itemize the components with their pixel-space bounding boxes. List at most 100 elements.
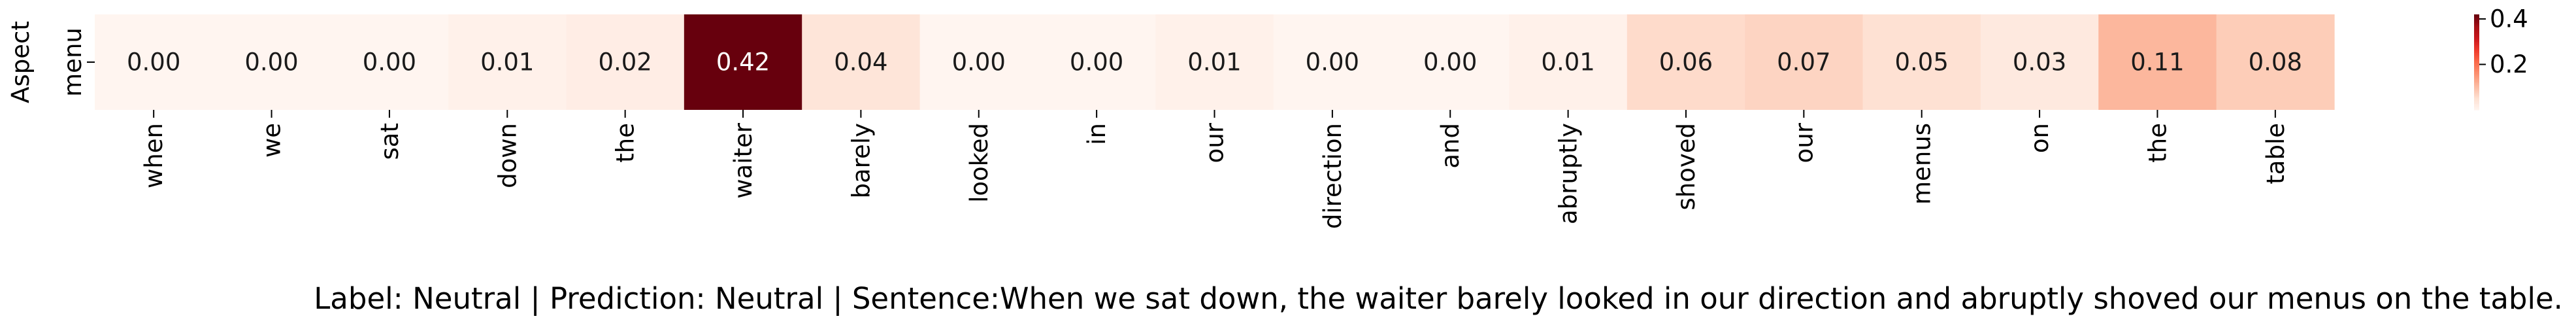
colorbar-segment <box>2474 27 2479 29</box>
colorbar-segment <box>2474 75 2479 77</box>
colorbar-segment <box>2474 92 2479 95</box>
colorbar-segment <box>2474 73 2479 76</box>
heatmap-cell <box>1391 14 1510 110</box>
x-tick-label: abruptly <box>1555 123 1583 224</box>
cell-value-label: 0.00 <box>363 48 416 77</box>
colorbar-segment <box>2474 17 2479 20</box>
colorbar-segment <box>2474 89 2479 92</box>
colorbar-segment <box>2474 44 2479 47</box>
colorbar-segment <box>2474 90 2479 93</box>
colorbar-segment <box>2474 71 2479 74</box>
colorbar-segment <box>2474 95 2479 98</box>
y-tick-label: menu <box>59 27 87 97</box>
colorbar-segment <box>2474 97 2479 99</box>
cell-value-label: 0.00 <box>952 48 1006 77</box>
heatmap-cell <box>1509 14 1628 110</box>
y-axis-label: Aspect <box>7 21 35 103</box>
colorbar-segment <box>2474 78 2479 80</box>
cell-value-label: 0.05 <box>1895 48 1949 77</box>
colorbar-segment <box>2474 38 2479 41</box>
heatmap-cell <box>1627 14 1745 110</box>
cell-value-label: 0.03 <box>2013 48 2066 77</box>
colorbar-tick-label: 0.4 <box>2490 5 2528 33</box>
colorbar-segment <box>2474 76 2479 78</box>
colorbar-segment <box>2474 22 2479 25</box>
x-tick-label: when <box>140 123 168 188</box>
colorbar-segment <box>2474 26 2479 28</box>
heatmap-cell <box>1862 14 1981 110</box>
cell-value-label: 0.00 <box>127 48 180 77</box>
colorbar-segment <box>2474 31 2479 34</box>
cell-value-label: 0.00 <box>1070 48 1123 77</box>
colorbar-segment <box>2474 41 2479 44</box>
x-tick-label: the <box>612 123 640 163</box>
x-tick-label: table <box>2262 123 2290 184</box>
colorbar-segment <box>2474 70 2479 73</box>
colorbar-segment <box>2474 100 2479 103</box>
colorbar-segment <box>2474 46 2479 48</box>
cell-value-label: 0.11 <box>2130 48 2184 77</box>
x-tick-label: our <box>1201 122 1229 163</box>
heatmap-cell <box>1155 14 1274 110</box>
heatmap-cell <box>2098 14 2217 110</box>
colorbar-segment <box>2474 37 2479 39</box>
colorbar-segment <box>2474 107 2479 109</box>
heatmap-cell <box>95 14 213 110</box>
colorbar-segment <box>2474 52 2479 55</box>
cell-value-label: 0.06 <box>1659 48 1713 77</box>
colorbar-segment <box>2474 35 2479 37</box>
cell-value-label: 0.01 <box>1541 48 1594 77</box>
cell-value-label: 0.00 <box>244 48 298 77</box>
x-tick-label: waiter <box>729 122 757 198</box>
colorbar-segment <box>2474 28 2479 31</box>
cell-value-label: 0.00 <box>1423 48 1477 77</box>
cell-value-label: 0.01 <box>1187 48 1241 77</box>
heatmap-cell <box>1980 14 2099 110</box>
colorbar-segment <box>2474 82 2479 85</box>
colorbar-segment <box>2474 63 2479 66</box>
colorbar-segment <box>2474 62 2479 65</box>
x-axis-ticks: when we sat down the waiter barely looked in our d… <box>140 110 2290 229</box>
x-tick-label: in <box>1083 123 1111 145</box>
x-tick-label: direction <box>1319 123 1347 229</box>
figure-caption: Label: Neutral | Prediction: Neutral | S… <box>314 281 2563 316</box>
colorbar-segment <box>2474 48 2479 50</box>
heatmap-cell <box>448 14 567 110</box>
colorbar-segment <box>2474 39 2479 42</box>
heatmap-cell <box>1745 14 1864 110</box>
colorbar-segment <box>2474 14 2479 17</box>
cell-value-label: 0.07 <box>1777 48 1830 77</box>
cell-value-label: 0.42 <box>716 48 770 77</box>
heatmap-cell <box>2216 14 2335 110</box>
cell-value-label: 0.00 <box>1306 48 1359 77</box>
colorbar-segment <box>2474 30 2479 33</box>
colorbar-segment <box>2474 101 2479 104</box>
cell-value-label: 0.01 <box>480 48 534 77</box>
x-tick-label: down <box>493 123 521 188</box>
colorbar-segment <box>2474 20 2479 23</box>
heatmap-cell <box>1037 14 1156 110</box>
colorbar-segment <box>2474 105 2479 107</box>
heatmap-value-labels: 0.00 0.00 0.00 0.01 0.02 0.42 0.04 0.00 0.00 0.01… <box>127 48 2302 77</box>
x-tick-label: shoved <box>1672 123 1700 211</box>
x-tick-label: barely <box>847 123 875 199</box>
heatmap-cell <box>802 14 921 110</box>
heatmap-cells <box>95 14 2335 110</box>
x-tick-label: the <box>2143 123 2171 163</box>
colorbar-segment <box>2474 50 2479 53</box>
colorbar-segment <box>2474 67 2479 69</box>
cell-value-label: 0.02 <box>598 48 652 77</box>
x-tick-label: sat <box>376 123 404 160</box>
x-tick-label: we <box>258 123 286 158</box>
colorbar: 0.2 0.4 <box>2474 5 2528 111</box>
colorbar-segment <box>2474 103 2479 106</box>
colorbar-segment <box>2474 86 2479 88</box>
colorbar-segment <box>2474 24 2479 26</box>
colorbar-segment <box>2474 81 2479 84</box>
colorbar-segment <box>2474 94 2479 96</box>
colorbar-segment <box>2474 87 2479 90</box>
heatmap-cell <box>1273 14 1392 110</box>
colorbar-segment <box>2474 98 2479 101</box>
x-tick-label: menus <box>1908 123 1936 205</box>
